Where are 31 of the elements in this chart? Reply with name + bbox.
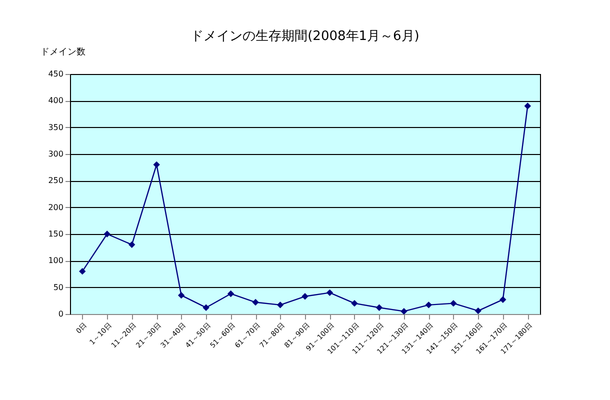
point bbox=[79, 268, 86, 275]
chart-title: ドメインの生存期間(2008年1月～6月) bbox=[190, 29, 420, 44]
point bbox=[227, 290, 234, 298]
point bbox=[500, 296, 506, 303]
point bbox=[153, 161, 160, 168]
point bbox=[524, 102, 531, 110]
y-tick-label: 350 bbox=[48, 122, 64, 132]
y-tick-label: 450 bbox=[48, 70, 64, 78]
point bbox=[425, 302, 432, 308]
point bbox=[302, 293, 308, 300]
y-tick-label: 200 bbox=[48, 202, 64, 212]
point bbox=[326, 289, 334, 296]
point bbox=[252, 298, 259, 306]
point bbox=[376, 304, 383, 311]
point bbox=[276, 302, 284, 308]
point bbox=[202, 304, 210, 311]
point bbox=[178, 292, 185, 299]
y-axis-title: ドメイン数 bbox=[40, 46, 86, 58]
y-tick-label: 300 bbox=[48, 150, 64, 158]
y-tick-label: 250 bbox=[48, 176, 64, 186]
point bbox=[474, 307, 482, 314]
point bbox=[104, 230, 110, 238]
y-tick-label: 0 bbox=[58, 310, 64, 318]
point bbox=[400, 308, 408, 315]
y-tick-label: 50 bbox=[53, 282, 64, 292]
y-tick-label: 400 bbox=[48, 96, 64, 106]
point bbox=[351, 300, 358, 307]
point bbox=[450, 300, 457, 307]
point bbox=[128, 241, 136, 248]
y-tick-label: 150 bbox=[48, 230, 64, 238]
y-tick-label: 100 bbox=[48, 256, 64, 266]
